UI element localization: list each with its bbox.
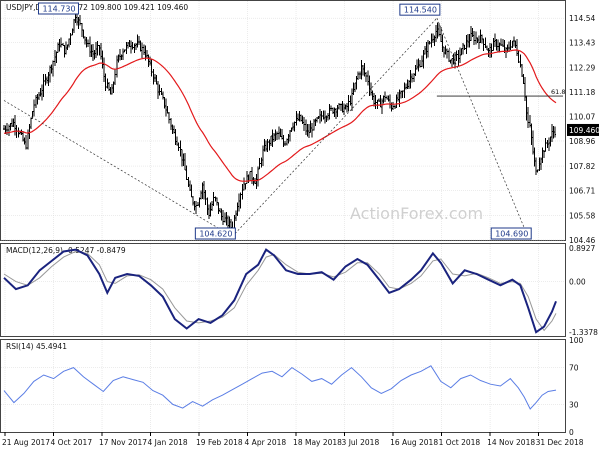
trendline-down (3, 100, 233, 237)
last-price-tag (567, 123, 599, 136)
price-y-tick: 110.07 (569, 113, 595, 122)
price-y-tick: 113.43 (569, 39, 595, 48)
x-tick-label: 16 Aug 2018 (390, 438, 438, 447)
rsi-grid (1, 340, 565, 432)
x-tick-label: 18 May 2018 (293, 438, 342, 447)
price-y-axis: 114.54 113.43 112.29 111.18 110.07 108.96 107.… (567, 14, 600, 245)
ema-line (3, 49, 557, 182)
x-tick-label: 21 Aug 2017 (2, 438, 50, 447)
price-y-tick: 114.54 (569, 14, 595, 23)
callout-box (37, 2, 79, 15)
callout-label: 104.620 (199, 230, 232, 239)
rsi-y-tick: 30 (569, 400, 579, 409)
price-y-tick: 106.71 (569, 186, 595, 195)
rsi-y-tick: 70 (569, 364, 579, 373)
macd-y-tick: 0.8927 (569, 244, 595, 253)
price-y-tick: 112.29 (569, 64, 595, 73)
price-panel-frame (0, 0, 566, 241)
x-tick-label: 14 Nov 2018 (487, 438, 535, 447)
macd-signal-line (3, 250, 557, 332)
x-tick-label: 4 Jan 2018 (148, 438, 188, 447)
price-bars (3, 11, 557, 234)
x-tick-label: 4 Apr 2018 (245, 438, 287, 447)
callout-label: 114.730 (42, 5, 75, 14)
rsi-panel-frame (0, 339, 566, 433)
watermark: ActionForex.com (350, 204, 483, 223)
x-tick-label: 1 Oct 2018 (439, 438, 481, 447)
x-tick-label: 4 Oct 2017 (51, 438, 93, 447)
price-grid (1, 1, 565, 241)
callout-label: 104.690 (495, 230, 528, 239)
price-callouts: 114.730 104.620 114.540 104.690 (37, 2, 532, 240)
callout-box (490, 227, 532, 240)
macd-y-tick: 0.00 (569, 278, 586, 287)
price-y-tick: 107.82 (569, 162, 595, 171)
rsi-line (3, 365, 557, 410)
last-price-text: 109.460 (569, 126, 600, 135)
callout-label: 114.540 (404, 6, 437, 15)
x-tick-label: 3 Jul 2018 (342, 438, 380, 447)
macd-y-tick: -1.3378 (569, 328, 598, 337)
callout-box (194, 227, 236, 240)
trendlines: 61.8 (3, 17, 565, 237)
price-y-tick: 104.46 (569, 236, 595, 245)
macd-line (3, 248, 557, 334)
price-y-tick: 111.18 (569, 88, 595, 97)
trendline-up (232, 17, 438, 237)
x-tick-label: 19 Feb 2018 (196, 438, 243, 447)
fib-label: 61.8 (551, 88, 565, 96)
callout-box (399, 3, 441, 16)
rsi-y-tick: 0 (569, 428, 574, 437)
price-y-tick: 105.58 (569, 211, 595, 220)
price-y-tick: 108.96 (569, 137, 595, 146)
price-header: USDJPY,Daily 109.572 109.800 109.421 109… (6, 3, 188, 12)
rsi-header: RSI(14) 45.4941 (6, 342, 67, 351)
x-tick-label: 31 Dec 2018 (536, 438, 584, 447)
rsi-y-axis: 100 70 30 0 (569, 336, 584, 437)
trendline-drop (436, 18, 528, 236)
macd-y-axis: 0.8927 0.00 -1.3378 (569, 244, 598, 337)
macd-panel-frame (0, 243, 566, 337)
x-tick-label: 17 Nov 2017 (99, 438, 147, 447)
rsi-y-tick: 100 (569, 336, 584, 345)
x-axis: 21 Aug 2017 4 Oct 2017 17 Nov 2017 4 Jan 20… (2, 432, 584, 447)
macd-grid (1, 244, 565, 336)
